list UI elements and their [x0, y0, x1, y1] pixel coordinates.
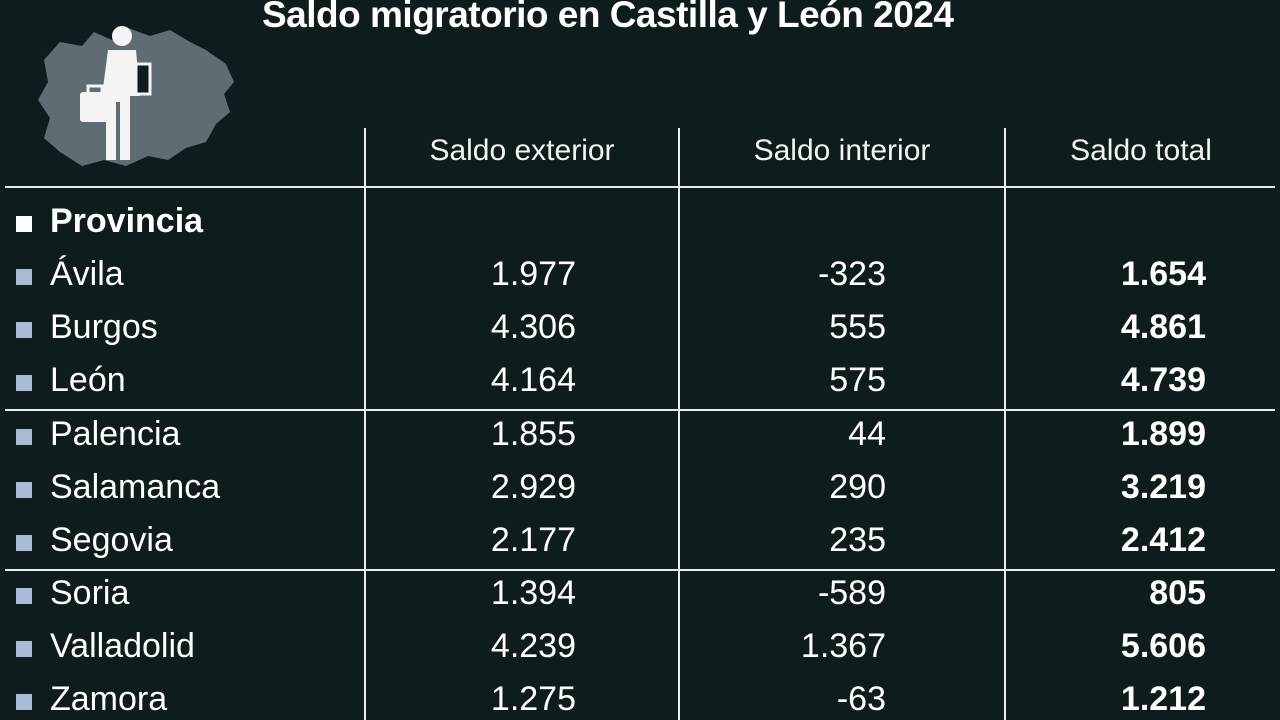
header-divider-line — [5, 186, 1275, 188]
table-row: Burgos 4.306 555 4.861 — [0, 306, 1280, 359]
bullet-icon — [16, 694, 32, 710]
province-name: Burgos — [50, 308, 158, 346]
province-name: Segovia — [50, 521, 173, 559]
table-row: Zamora 1.275 -63 1.212 — [0, 678, 1280, 720]
table-row: Segovia 2.177 235 2.412 — [0, 519, 1280, 572]
saldo-exterior-value: 2.177 — [490, 521, 576, 559]
person-figure — [80, 26, 152, 160]
saldo-total-value: 2.412 — [1120, 521, 1206, 559]
group-divider-line — [5, 409, 1275, 411]
saldo-total-value: 1.212 — [1120, 680, 1206, 718]
bullet-icon — [16, 641, 32, 657]
province-name: Salamanca — [50, 468, 221, 506]
saldo-total-value: 1.899 — [1120, 415, 1206, 453]
person-with-suitcase-over-map-icon — [38, 26, 234, 166]
saldo-exterior-value: 4.164 — [490, 361, 576, 399]
province-name: Palencia — [50, 415, 181, 453]
bullet-icon — [16, 588, 32, 604]
saldo-interior-value: 44 — [848, 415, 886, 453]
table-row: Valladolid 4.239 1.367 5.606 — [0, 625, 1280, 678]
saldo-exterior-value: 4.306 — [490, 308, 576, 346]
table-row: Salamanca 2.929 290 3.219 — [0, 466, 1280, 519]
bullet-icon — [16, 216, 32, 232]
column-divider-line — [1004, 128, 1006, 720]
saldo-exterior-value: 1.855 — [490, 415, 576, 453]
saldo-interior-value: 575 — [829, 361, 886, 399]
column-header-saldo-interior: Saldo interior — [753, 134, 931, 167]
saldo-total-value: 805 — [1149, 574, 1206, 612]
column-header-saldo-exterior: Saldo exterior — [429, 134, 615, 167]
bullet-icon — [16, 429, 32, 445]
bullet-icon — [16, 535, 32, 551]
chart-title: Saldo migratorio en Castilla y León 2024 — [262, 0, 954, 35]
row-header-provincia: Provincia — [0, 200, 1280, 253]
bullet-icon — [16, 375, 32, 391]
table-row: Palencia 1.855 44 1.899 — [0, 413, 1280, 466]
saldo-exterior-value: 4.239 — [490, 627, 576, 665]
saldo-interior-value: 555 — [829, 308, 886, 346]
table-row: Ávila 1.977 -323 1.654 — [0, 253, 1280, 306]
saldo-interior-value: -323 — [817, 255, 886, 293]
saldo-exterior-value: 1.394 — [490, 574, 576, 612]
province-name: Zamora — [50, 680, 168, 718]
saldo-total-value: 1.654 — [1120, 255, 1206, 293]
saldo-exterior-value: 2.929 — [490, 468, 576, 506]
saldo-exterior-value: 1.977 — [490, 255, 576, 293]
table-row: Soria 1.394 -589 805 — [0, 572, 1280, 625]
province-name: Ávila — [50, 255, 124, 293]
bullet-icon — [16, 269, 32, 285]
group-divider-line — [5, 569, 1275, 571]
column-divider-line — [364, 128, 366, 720]
column-divider-line — [678, 128, 680, 720]
saldo-interior-value: 290 — [829, 468, 886, 506]
saldo-total-value: 5.606 — [1120, 627, 1206, 665]
saldo-total-value: 4.739 — [1120, 361, 1206, 399]
province-name: Soria — [50, 574, 130, 612]
table-row: León 4.164 575 4.739 — [0, 359, 1280, 412]
saldo-total-value: 3.219 — [1120, 468, 1206, 506]
column-header-saldo-total: Saldo total — [1070, 134, 1212, 167]
saldo-total-value: 4.861 — [1120, 308, 1206, 346]
saldo-interior-value: -63 — [836, 680, 886, 718]
saldo-interior-value: -589 — [817, 574, 886, 612]
saldo-interior-value: 1.367 — [800, 627, 886, 665]
bullet-icon — [16, 482, 32, 498]
map-silhouette — [38, 28, 234, 166]
province-name: Valladolid — [50, 627, 195, 665]
saldo-interior-value: 235 — [829, 521, 886, 559]
province-name: León — [50, 361, 126, 399]
row-header-label: Provincia — [50, 202, 204, 240]
saldo-exterior-value: 1.275 — [490, 680, 576, 718]
bullet-icon — [16, 322, 32, 338]
